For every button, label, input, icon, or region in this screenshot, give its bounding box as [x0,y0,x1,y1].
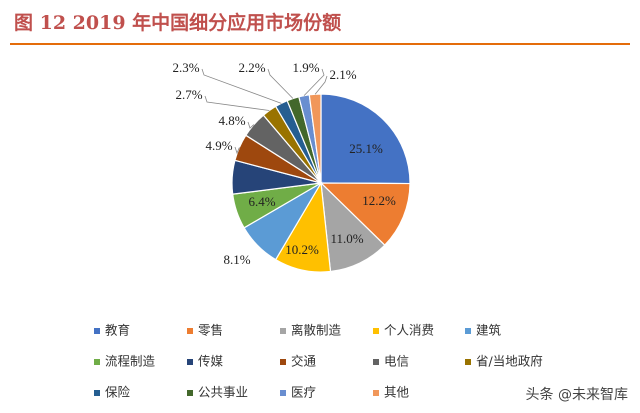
leader-line [247,121,255,129]
legend-swatch [94,390,100,396]
data-label: 4.8% [218,113,245,128]
legend-label: 其他 [384,385,410,400]
legend-label: 传媒 [198,354,224,369]
leader-line [201,68,282,104]
legend-swatch [373,390,379,396]
data-label: 8.1% [223,252,250,267]
legend-swatch [373,359,379,365]
leader-line [314,75,328,95]
legend-swatch [373,328,379,334]
legend-swatch [187,328,193,334]
legend-label: 公共事业 [198,385,248,400]
legend-label: 流程制造 [105,354,156,369]
leader-line [234,146,240,155]
legend-label: 零售 [198,323,223,338]
data-label: 6.4% [248,194,275,209]
legend-swatch [94,328,100,334]
data-label: 2.7% [175,87,202,102]
data-label: 12.2% [362,193,396,208]
watermark: 头条 @未来智库 [526,386,628,403]
data-label: 25.1% [349,141,383,156]
legend-label: 交通 [291,354,317,369]
legend-label: 电信 [384,354,409,369]
legend-swatch [280,390,286,396]
pie-slice [319,182,411,246]
legend-swatch [280,328,286,334]
legend-swatch [94,359,100,365]
legend-swatch [280,359,286,365]
legend-swatch [465,359,471,365]
data-label: 2.2% [238,60,265,75]
data-label: 2.3% [172,60,199,75]
legend-label: 省/当地政府 [476,354,543,369]
data-label: 11.0% [330,231,363,246]
chart-title: 图 12 2019 年中国细分应用市场份额 [14,11,341,34]
leader-line [303,68,325,96]
legend-swatch [187,390,193,396]
legend-label: 个人消费 [384,323,434,338]
legend-label: 建筑 [476,323,502,338]
data-label: 4.9% [205,138,232,153]
legend-label: 保险 [105,385,131,400]
data-label: 1.9% [292,60,319,75]
data-label: 2.1% [329,67,356,82]
legend-label: 教育 [105,323,130,338]
legend-label: 离散制造 [291,323,342,338]
leader-line [204,95,270,111]
legend-swatch [465,328,471,334]
leader-line [267,68,294,99]
legend-swatch [187,359,193,365]
legend-label: 医疗 [291,385,316,400]
pie-slice [320,93,411,185]
data-label: 10.2% [285,242,319,257]
